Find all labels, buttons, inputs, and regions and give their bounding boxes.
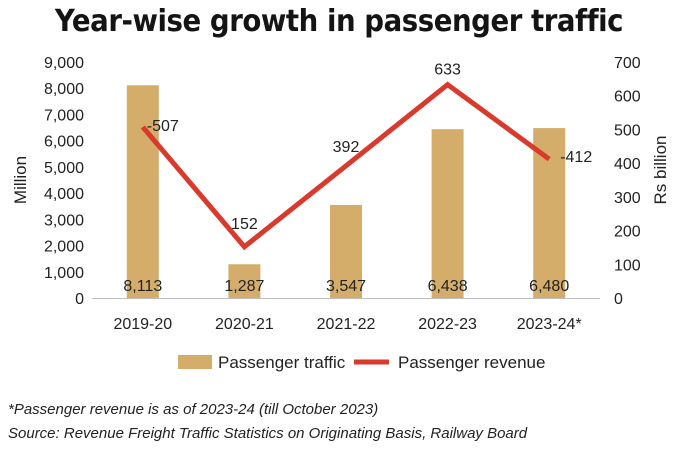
footnote-note: *Passenger revenue is as of 2023-24 (til…: [8, 401, 379, 418]
y-left-tick-label: 2,000: [44, 239, 84, 256]
x-tick-label: 2022-23: [418, 316, 477, 333]
y-left-tick-label: 1,000: [44, 265, 84, 282]
legend-swatch-passenger-traffic: [178, 355, 212, 369]
y-left-tick-label: 5,000: [44, 160, 84, 177]
y-left-tick-label: 7,000: [44, 107, 84, 124]
bar-data-label: 6,438: [428, 278, 468, 295]
y-right-tick-label: 600: [614, 89, 641, 106]
y-right-axis-title: Rs billion: [651, 136, 670, 205]
line-data-label: -412: [560, 149, 592, 166]
y-left-tick-label: 6,000: [44, 134, 84, 151]
bar-data-label: 1,287: [224, 278, 264, 295]
footnotes: *Passenger revenue is as of 2023-24 (til…: [8, 398, 527, 446]
y-left-tick-label: 0: [75, 291, 84, 308]
y-left-tick-label: 8,000: [44, 81, 84, 98]
bar-passenger-traffic: [431, 129, 464, 298]
x-tick-label: 2019-20: [113, 316, 172, 333]
y-right-tick-label: 500: [614, 122, 641, 139]
y-left-tick-label: 4,000: [44, 186, 84, 203]
y-right-tick-label: 100: [614, 257, 641, 274]
line-data-label: -507: [147, 118, 179, 135]
y-right-tick-label: 400: [614, 156, 641, 173]
line-data-label: 633: [434, 62, 461, 79]
x-tick-label: 2023-24*: [517, 316, 582, 333]
bar-data-label: 3,547: [326, 278, 366, 295]
y-right-tick-label: 200: [614, 224, 641, 241]
bar-passenger-traffic: [126, 85, 159, 298]
line-data-label: 152: [231, 216, 258, 233]
bar-data-label: 6,480: [529, 278, 569, 295]
y-right-tick-label: 0: [614, 291, 623, 308]
y-left-tick-label: 9,000: [44, 55, 84, 72]
x-tick-label: 2021-22: [317, 316, 376, 333]
bar-passenger-traffic: [228, 264, 261, 298]
y-left-axis-title: Million: [11, 156, 30, 204]
legend-label-passenger-revenue: Passenger revenue: [398, 353, 545, 372]
y-right-tick-label: 700: [614, 55, 641, 72]
line-data-label: 392: [333, 139, 360, 156]
chart-title: Year-wise growth in passenger traffic: [54, 4, 624, 39]
x-tick-label: 2020-21: [215, 316, 274, 333]
y-left-tick-label: 3,000: [44, 212, 84, 229]
bar-passenger-traffic: [330, 204, 362, 298]
legend-label-passenger-traffic: Passenger traffic: [218, 353, 346, 372]
bar-data-label: 8,113: [123, 278, 162, 295]
y-right-tick-label: 300: [614, 190, 641, 207]
footnote-source: Source: Revenue Freight Traffic Statisti…: [8, 425, 528, 442]
line-passenger-revenue: [140, 81, 551, 251]
